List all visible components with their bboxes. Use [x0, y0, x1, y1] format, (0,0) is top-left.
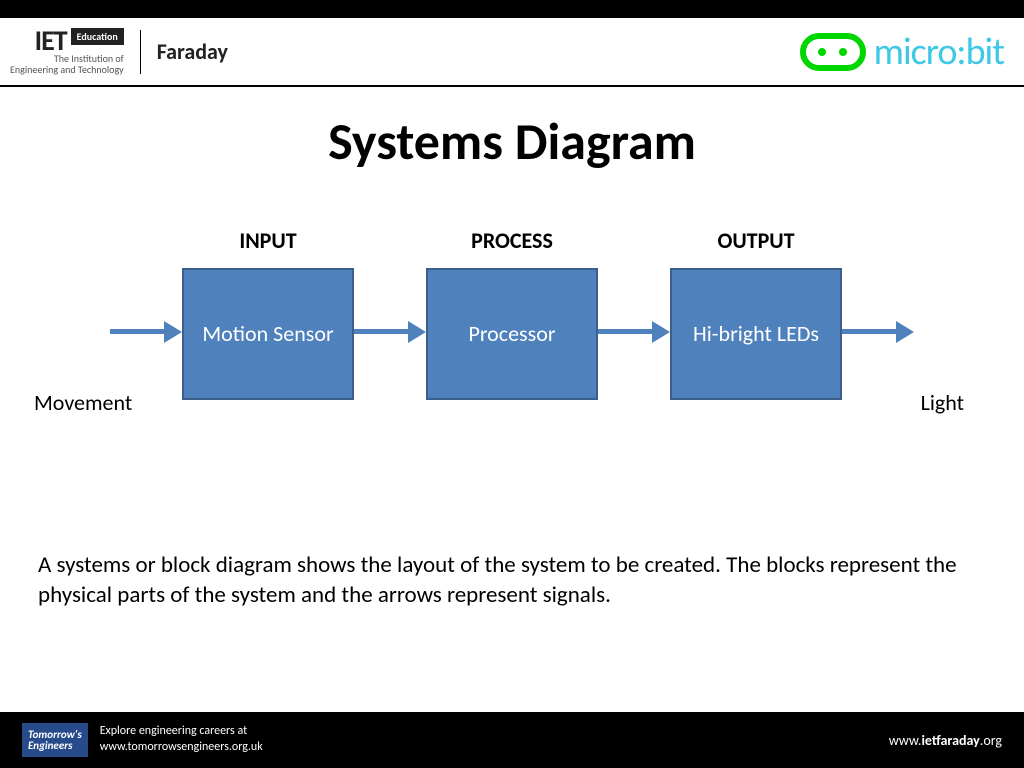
- footer-line-2: www.tomorrowsengineers.org.uk: [100, 740, 263, 756]
- arrow-2: [598, 325, 670, 339]
- top-black-bar: [0, 0, 1024, 18]
- logo-divider: [140, 30, 141, 74]
- iet-logo-text: IET: [35, 28, 67, 53]
- tomorrows-engineers-badge: Tomorrow'sEngineers: [22, 723, 88, 757]
- footer-url: www.ietfaraday.org: [889, 732, 1002, 749]
- output-arrow: [842, 325, 914, 339]
- stage-output: OUTPUT Hi-bright LEDs: [670, 227, 842, 400]
- stage-header-input: INPUT: [239, 227, 296, 254]
- block-output: Hi-bright LEDs: [670, 268, 842, 400]
- microbit-dot-icon: [818, 48, 826, 56]
- arrow-1: [354, 325, 426, 339]
- stage-header-process: PROCESS: [471, 227, 553, 254]
- institution-line-2: Engineering and Technology: [10, 64, 124, 75]
- footer-url-suffix: .org: [980, 732, 1002, 749]
- microbit-icon: [800, 33, 866, 71]
- stage-process: PROCESS Processor: [426, 227, 598, 400]
- header: IET Education The Institution of Enginee…: [0, 18, 1024, 87]
- input-arrow: [110, 325, 182, 339]
- footer-line-1: Explore engineering careers at: [100, 724, 263, 740]
- footer-url-bold: ietfaraday: [921, 732, 979, 749]
- page-title: Systems Diagram: [0, 109, 1024, 173]
- footer-careers-text: Explore engineering careers at www.tomor…: [100, 724, 263, 755]
- block-process: Processor: [426, 268, 598, 400]
- microbit-logo: micro:bit: [800, 29, 1004, 75]
- microbit-text: micro:bit: [874, 29, 1004, 75]
- iet-logo-group: IET Education The Institution of Enginee…: [10, 28, 228, 75]
- stage-input: INPUT Motion Sensor: [182, 227, 354, 400]
- input-signal-label: Movement: [34, 389, 132, 416]
- stage-header-output: OUTPUT: [717, 227, 794, 254]
- footer: Tomorrow'sEngineers Explore engineering …: [0, 712, 1024, 768]
- output-signal-label: Light: [921, 389, 964, 416]
- footer-left: Tomorrow'sEngineers Explore engineering …: [22, 723, 263, 757]
- faraday-logo-text: Faraday: [157, 38, 228, 65]
- footer-url-prefix: www.: [889, 732, 922, 749]
- description-text: A systems or block diagram shows the lay…: [38, 551, 986, 611]
- systems-diagram: INPUT Motion Sensor PROCESS Processor OU…: [0, 227, 1024, 487]
- microbit-dot-icon: [839, 48, 847, 56]
- education-badge: Education: [71, 28, 124, 45]
- block-input: Motion Sensor: [182, 268, 354, 400]
